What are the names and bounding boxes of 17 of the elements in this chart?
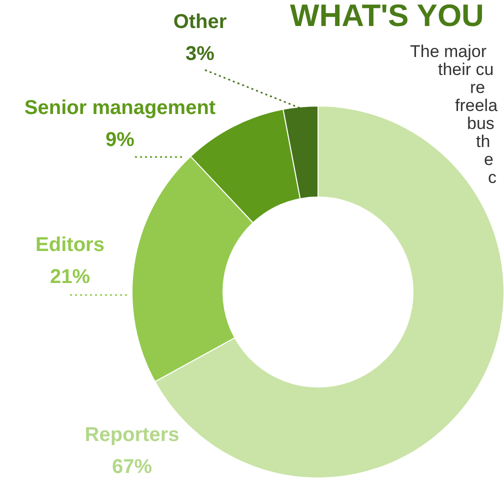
data-label: 9% [106,129,135,151]
text: freela [455,96,498,115]
data-label: 67% [112,456,152,478]
data-label: 21% [50,266,90,288]
text: th [476,132,490,151]
slice-label: Other [173,11,227,33]
slice-label: Editors [36,234,104,256]
slice-label: Reporters [84,424,180,446]
text: e [484,150,494,169]
text: their cu [438,60,494,79]
text: The major [410,42,487,61]
slice-label: Senior management [24,97,216,119]
text: c [488,168,497,187]
chart-title: WHAT'S YOU [290,0,484,33]
data-label: 3% [186,43,215,65]
text: re [470,78,486,97]
text: bus [467,114,494,133]
